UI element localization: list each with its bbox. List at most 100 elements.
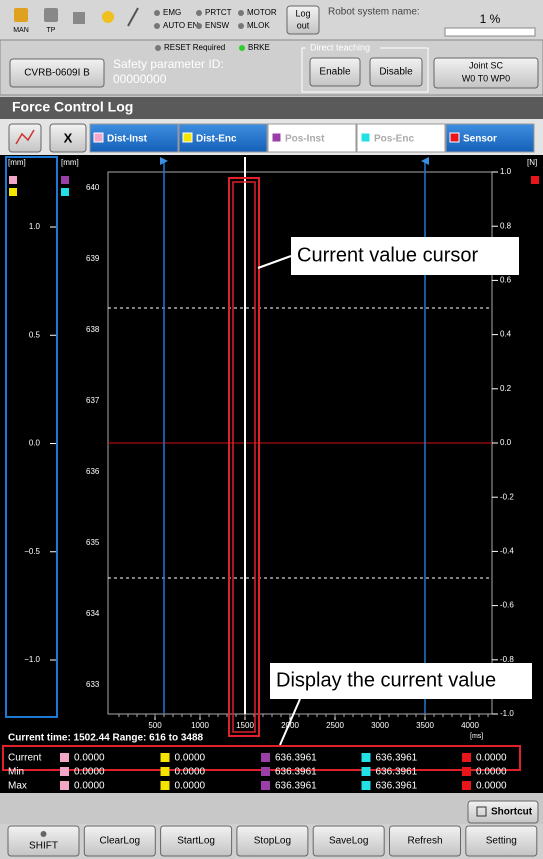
group-label: Direct teaching xyxy=(310,42,370,52)
cell-value: 0.0000 xyxy=(476,753,507,764)
legend-swatch xyxy=(61,188,69,196)
indicator-label: ENSW xyxy=(205,21,229,30)
series-swatch xyxy=(160,753,170,762)
robot-system-label: Robot system name: xyxy=(328,7,420,18)
joint-label[interactable]: W0 T0 WP0 xyxy=(462,73,510,83)
shift-icon xyxy=(40,831,47,837)
footer-button-label[interactable]: Refresh xyxy=(407,836,442,847)
cursor-highlight-inner xyxy=(232,181,256,733)
range-handle[interactable] xyxy=(421,157,429,165)
annotation: Display the current value xyxy=(276,669,496,691)
footer-button-label[interactable]: SHIFT xyxy=(29,841,58,852)
indicator-label: BRKE xyxy=(248,43,270,52)
legend-swatch xyxy=(9,176,17,184)
footer-button[interactable] xyxy=(389,825,461,857)
logout-label[interactable]: Log xyxy=(295,8,310,18)
y-tick-label: −0.5 xyxy=(24,547,40,556)
y-tick-label: 635 xyxy=(86,538,100,547)
y2-tick-label: -1.0 xyxy=(500,709,514,718)
y-tick-label: 640 xyxy=(86,183,100,192)
series-swatch xyxy=(462,767,471,776)
series-swatch xyxy=(271,132,282,143)
series-swatch xyxy=(361,753,371,762)
y2-tick-label: 1.0 xyxy=(500,167,512,176)
footer-button-label[interactable]: StartLog xyxy=(177,836,215,847)
axis-unit: [mm] xyxy=(61,158,79,167)
shortcut-label[interactable]: Shortcut xyxy=(491,807,533,818)
series-tab-label[interactable]: Pos-Inst xyxy=(285,134,325,145)
series-swatch xyxy=(361,781,371,790)
series-swatch xyxy=(160,767,170,776)
footer-button[interactable] xyxy=(83,825,156,857)
series-tab-label[interactable]: Dist-Inst xyxy=(107,134,148,145)
indicator-label: MOTOR xyxy=(247,8,277,17)
cell-value: 0.0000 xyxy=(175,781,206,792)
cell-value: 636.3961 xyxy=(275,767,317,778)
cursor-highlight xyxy=(228,177,260,737)
y-tick-label: 638 xyxy=(86,325,100,334)
cell-value: 636.3961 xyxy=(275,753,317,764)
speed-value: 1 % xyxy=(480,12,501,26)
indicator-lamp xyxy=(196,10,202,16)
indicator-label: MLOK xyxy=(247,21,270,30)
footer-button-label[interactable]: ClearLog xyxy=(100,836,141,847)
y-tick-label: 0.5 xyxy=(29,330,41,339)
series-swatch xyxy=(160,781,170,790)
lamp-icon xyxy=(102,11,114,23)
close-button[interactable] xyxy=(49,123,87,153)
enable-button[interactable] xyxy=(309,57,361,87)
joint-button[interactable] xyxy=(433,57,539,89)
x-tick-label: 500 xyxy=(148,721,162,730)
mode-label: TP xyxy=(47,27,56,34)
disable-button[interactable] xyxy=(369,57,423,87)
series-tab[interactable] xyxy=(178,123,268,153)
indicator-label: PRTCT xyxy=(205,8,232,17)
footer-button-label[interactable]: StopLog xyxy=(254,836,291,847)
series-tab-label[interactable]: Pos-Enc xyxy=(374,134,414,145)
series-swatch xyxy=(261,781,270,790)
chart-icon xyxy=(15,129,35,145)
y2-tick-label: -0.4 xyxy=(500,547,514,556)
callout-box xyxy=(270,663,532,699)
series-tab-label[interactable]: Dist-Enc xyxy=(196,134,237,145)
series-tab[interactable] xyxy=(89,123,179,153)
y-tick-label: 637 xyxy=(86,396,100,405)
x-tick-label: 3500 xyxy=(416,721,434,730)
range-handle[interactable] xyxy=(160,157,168,165)
logout-label[interactable]: out xyxy=(297,20,310,30)
x-tick-label: 3000 xyxy=(371,721,389,730)
footer-button[interactable] xyxy=(7,825,80,857)
footer-button[interactable] xyxy=(465,825,538,857)
callout-line xyxy=(257,255,292,269)
axis-unit: [mm] xyxy=(8,158,26,167)
y-tick-label: 0.0 xyxy=(29,439,41,448)
robot-button[interactable] xyxy=(9,58,105,88)
logout-button[interactable] xyxy=(286,5,320,35)
disable-label[interactable]: Disable xyxy=(379,67,413,78)
footer-button[interactable] xyxy=(160,825,233,857)
footer-button-label[interactable]: SaveLog xyxy=(329,836,368,847)
series-swatch xyxy=(449,132,460,143)
indicator-lamp xyxy=(155,45,161,51)
footer-button-label[interactable]: Setting xyxy=(486,836,517,847)
close-label[interactable]: X xyxy=(64,130,73,145)
footer-button[interactable] xyxy=(312,825,385,857)
cell-value: 636.3961 xyxy=(376,753,418,764)
series-swatch xyxy=(462,781,471,790)
indicator-lamp xyxy=(154,10,160,16)
footer-button[interactable] xyxy=(236,825,309,857)
series-swatch xyxy=(462,753,471,762)
callout-box xyxy=(291,237,519,275)
x-tick-label: 4000 xyxy=(461,721,479,730)
series-tab[interactable] xyxy=(267,123,357,153)
enable-label[interactable]: Enable xyxy=(319,67,351,78)
joint-label[interactable]: Joint SC xyxy=(469,60,504,70)
series-tab[interactable] xyxy=(356,123,446,153)
series-swatch xyxy=(60,753,69,762)
axis-unit: [N] xyxy=(527,158,537,167)
indicator-lamp xyxy=(238,23,244,29)
series-tab[interactable] xyxy=(445,123,535,153)
series-tab-label[interactable]: Sensor xyxy=(463,134,497,145)
indicator-lamp xyxy=(239,45,245,51)
robot-button-label[interactable]: CVRB-0609I B xyxy=(24,68,90,79)
